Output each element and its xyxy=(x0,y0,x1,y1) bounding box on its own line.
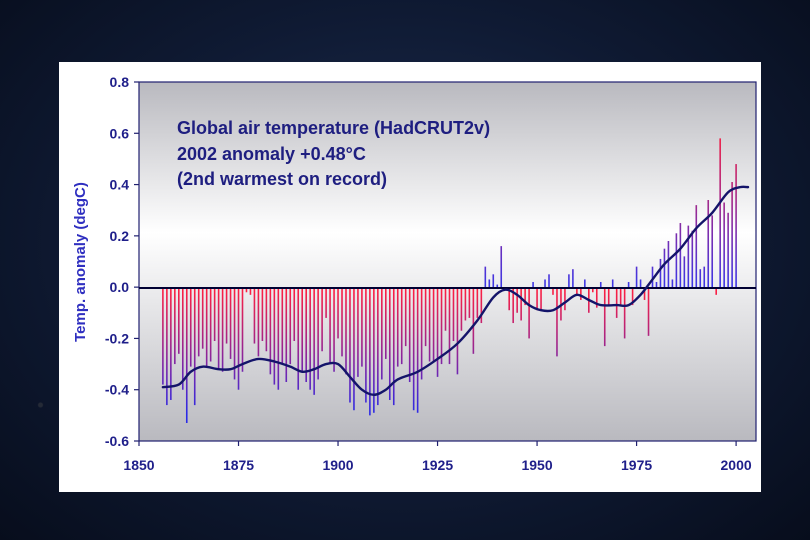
y-axis: 0.8 0.6 0.4 0.2 0.0 -0.2 -0.4 -0.6 xyxy=(105,74,139,449)
y-tick-label: -0.2 xyxy=(105,330,129,346)
smoothed-curve xyxy=(161,185,750,397)
x-axis: 1850 1875 1900 1925 1950 1975 2000 xyxy=(123,441,752,473)
y-tick-label: 0.0 xyxy=(110,279,130,295)
chart-panel: 0.8 0.6 0.4 0.2 0.0 -0.2 -0.4 -0.6 1850 1875 1900… xyxy=(59,62,761,492)
x-tick-label: 1850 xyxy=(123,457,154,473)
y-axis-label: Temp. anomaly (degC) xyxy=(72,182,89,342)
annotation-title: Global air temperature (HadCRUT2v) xyxy=(177,118,490,138)
y-tick-label: -0.4 xyxy=(105,382,129,398)
y-tick-label: 0.4 xyxy=(110,177,130,193)
x-tick-label: 1975 xyxy=(621,457,652,473)
plot-area xyxy=(138,81,757,442)
x-tick-label: 1925 xyxy=(422,457,453,473)
annotation-rank: (2nd warmest on record) xyxy=(177,169,387,189)
y-tick-label: 0.2 xyxy=(110,228,130,244)
annotation-anomaly: 2002 anomaly +0.48°C xyxy=(177,144,366,164)
temperature-chart: 0.8 0.6 0.4 0.2 0.0 -0.2 -0.4 -0.6 1850 1875 1900… xyxy=(72,74,757,473)
x-tick-label: 2000 xyxy=(721,457,752,473)
y-tick-label: 0.6 xyxy=(110,125,130,141)
y-tick-label: -0.6 xyxy=(105,433,129,449)
y-tick-label: 0.8 xyxy=(110,74,130,90)
x-tick-label: 1900 xyxy=(322,457,353,473)
x-tick-label: 1875 xyxy=(223,457,254,473)
x-tick-label: 1950 xyxy=(521,457,552,473)
